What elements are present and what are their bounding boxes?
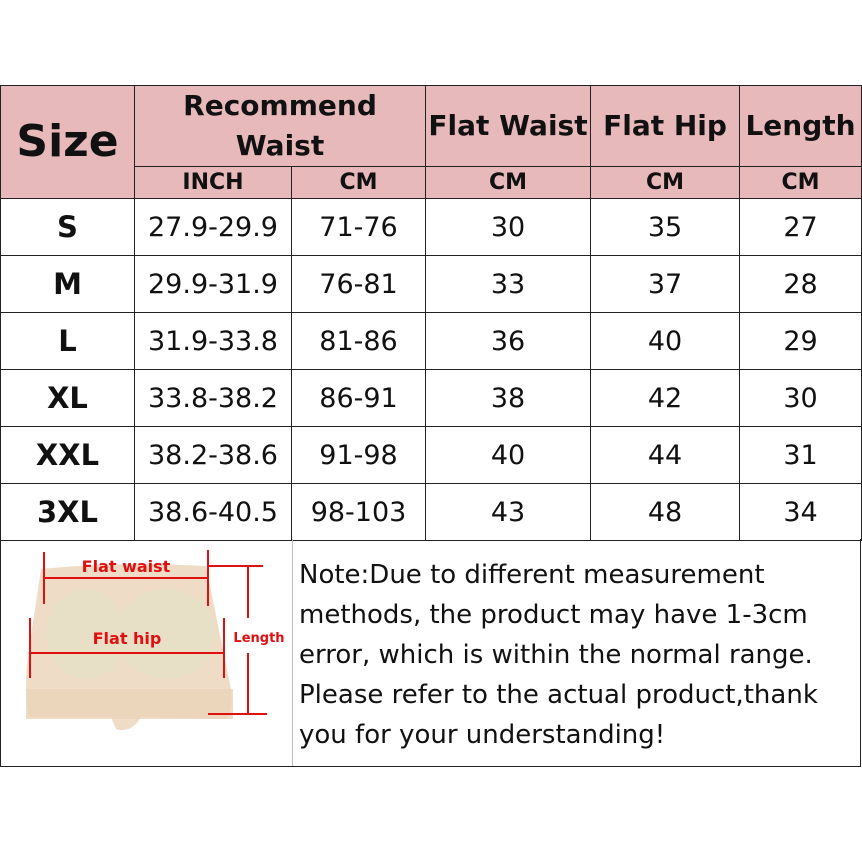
cell-flat-waist: 33: [425, 255, 592, 313]
cell-inch: 29.9-31.9: [134, 255, 292, 313]
cell-length: 29: [739, 312, 862, 370]
measurement-note: Note:Due to different measurement method…: [299, 560, 818, 750]
cell-flat-hip: 44: [590, 426, 741, 484]
cell-length: 34: [739, 483, 862, 541]
cell-flat-hip: 48: [590, 483, 741, 541]
table-row: S 27.9-29.9 71-76 30 35 27: [0, 198, 862, 256]
header-flat-hip: Flat Hip: [590, 85, 741, 167]
header-size: Size: [0, 85, 135, 199]
size-chart-table: Size Recommend Waist Flat Waist Flat Hip…: [0, 85, 862, 541]
unit-inch: INCH: [134, 166, 292, 199]
bottom-section: Flat waist Flat hip Length Note:Due to d…: [0, 539, 861, 767]
unit-cm: CM: [425, 166, 592, 199]
cell-length: 28: [739, 255, 862, 313]
cell-cm: 86-91: [290, 369, 427, 427]
length-label: Length: [233, 631, 284, 646]
table-row: 3XL 38.6-40.5 98-103 43 48 34: [0, 483, 862, 541]
cell-inch: 27.9-29.9: [134, 198, 292, 256]
unit-cm: CM: [590, 166, 741, 199]
cell-cm: 81-86: [290, 312, 427, 370]
cell-cm: 98-103: [290, 483, 427, 541]
shorts-measurement-diagram: Flat waist Flat hip Length: [1, 539, 293, 766]
unit-cm: CM: [290, 166, 427, 199]
cell-length: 31: [739, 426, 862, 484]
table-row: XL 33.8-38.2 86-91 38 42 30: [0, 369, 862, 427]
cell-size: M: [0, 255, 135, 313]
header-flat-waist: Flat Waist: [425, 85, 592, 167]
cell-flat-waist: 43: [425, 483, 592, 541]
cell-flat-hip: 35: [590, 198, 741, 256]
cell-length: 30: [739, 369, 862, 427]
cell-flat-waist: 36: [425, 312, 592, 370]
cell-size: S: [0, 198, 135, 256]
cell-flat-hip: 37: [590, 255, 741, 313]
flat-waist-label: Flat waist: [82, 557, 171, 576]
cell-cm: 91-98: [290, 426, 427, 484]
cell-size: 3XL: [0, 483, 135, 541]
table-row: M 29.9-31.9 76-81 33 37 28: [0, 255, 862, 313]
cell-flat-waist: 40: [425, 426, 592, 484]
flat-hip-label: Flat hip: [93, 629, 162, 648]
table-row: L 31.9-33.8 81-86 36 40 29: [0, 312, 862, 370]
cell-size: XXL: [0, 426, 135, 484]
cell-flat-hip: 42: [590, 369, 741, 427]
cell-flat-waist: 38: [425, 369, 592, 427]
cell-inch: 38.2-38.6: [134, 426, 292, 484]
cell-inch: 31.9-33.8: [134, 312, 292, 370]
header-length: Length: [739, 85, 862, 167]
cell-inch: 38.6-40.5: [134, 483, 292, 541]
cell-cm: 71-76: [290, 198, 427, 256]
cell-size: XL: [0, 369, 135, 427]
cell-length: 27: [739, 198, 862, 256]
cell-inch: 33.8-38.2: [134, 369, 292, 427]
cell-flat-hip: 40: [590, 312, 741, 370]
cell-flat-waist: 30: [425, 198, 592, 256]
header-recommend-waist: Recommend Waist: [133, 85, 427, 167]
unit-cm: CM: [739, 166, 862, 199]
cell-size: L: [0, 312, 135, 370]
cell-cm: 76-81: [290, 255, 427, 313]
table-row: XXL 38.2-38.6 91-98 40 44 31: [0, 426, 862, 484]
